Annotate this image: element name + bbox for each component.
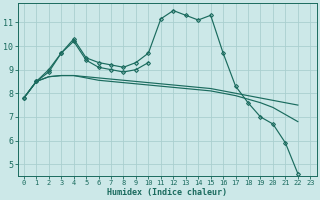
X-axis label: Humidex (Indice chaleur): Humidex (Indice chaleur)	[107, 188, 227, 197]
